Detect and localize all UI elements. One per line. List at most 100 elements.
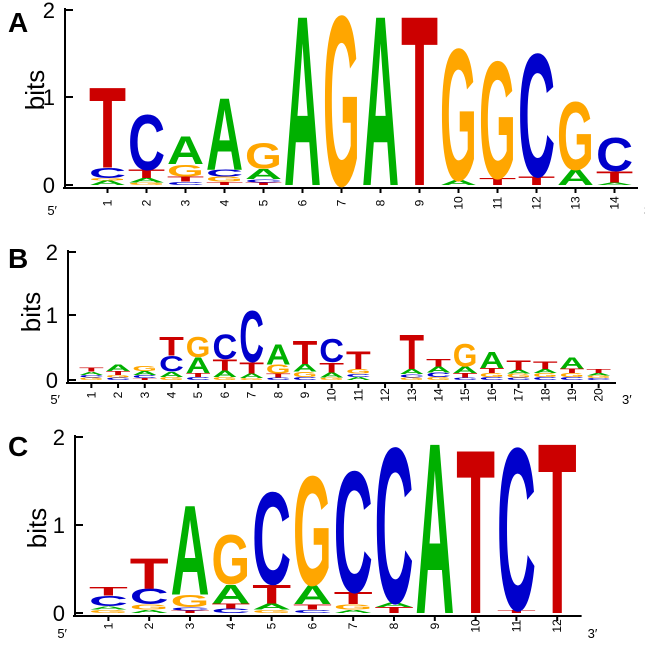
logo-letter-G: G bbox=[130, 603, 169, 611]
position-label: 17 bbox=[512, 388, 526, 402]
three-prime-label: 3′ bbox=[622, 392, 632, 407]
logo-letter-A: A bbox=[533, 368, 558, 374]
logo-letter-G: G bbox=[266, 363, 291, 377]
logo-letter-G: G bbox=[79, 377, 104, 381]
position-label: 15 bbox=[458, 388, 472, 402]
position-label: 12 bbox=[378, 388, 392, 402]
logo-letter-A: A bbox=[79, 371, 104, 376]
logo-letter-G: G bbox=[213, 376, 238, 381]
y-axis-label: bits bbox=[22, 508, 52, 548]
logo-letter-T: T bbox=[560, 368, 585, 375]
logo-letter-T: T bbox=[399, 324, 424, 380]
y-tick-label: 2 bbox=[46, 240, 58, 265]
logo-panel-A: Abits0125′3′1AGCT2GATC3CTGA4TGCA5TCAG6A7… bbox=[8, 0, 645, 238]
logo-letter-T: T bbox=[171, 610, 211, 614]
position-label: 9 bbox=[428, 622, 442, 629]
logo-letter-A: A bbox=[252, 602, 291, 612]
y-tick-label: 0 bbox=[43, 173, 55, 198]
logo-letter-T: T bbox=[497, 609, 536, 615]
logo-letter-T: T bbox=[506, 358, 531, 373]
logo-letter-T: T bbox=[346, 348, 371, 375]
logo-letter-C: C bbox=[130, 584, 169, 609]
logo-letter-G: G bbox=[128, 182, 165, 186]
logo-letter-G: G bbox=[89, 177, 126, 181]
logo-letter-C: C bbox=[186, 376, 211, 381]
logo-letter-T: T bbox=[586, 368, 611, 374]
logo-letter-A: A bbox=[426, 365, 451, 374]
five-prime-label: 5′ bbox=[50, 392, 60, 407]
position-label: 6 bbox=[305, 622, 319, 629]
logo-letter-C: C bbox=[128, 99, 165, 187]
logo-letter-G: G bbox=[206, 175, 243, 183]
logo-letter-T: T bbox=[266, 373, 291, 379]
logo-letter-A: A bbox=[560, 354, 585, 372]
logo-letter-C: C bbox=[506, 377, 531, 381]
logo-letter-T: T bbox=[453, 372, 478, 379]
logo-letter-G: G bbox=[323, 0, 360, 238]
logo-letter-C: C bbox=[159, 352, 184, 377]
logo-letter-T: T bbox=[186, 372, 211, 378]
y-tick-label: 1 bbox=[46, 303, 58, 328]
logo-letter-A: A bbox=[239, 373, 264, 380]
position-label: 5 bbox=[191, 391, 205, 398]
logo-letter-C: C bbox=[586, 378, 611, 381]
logo-letter-G: G bbox=[399, 377, 424, 381]
logo-letter-T: T bbox=[480, 367, 505, 375]
logo-letter-G: G bbox=[245, 136, 282, 177]
logo-letter-A: A bbox=[506, 369, 531, 375]
logo-letter-A: A bbox=[128, 177, 165, 184]
three-prime-label: 3′ bbox=[588, 626, 598, 641]
logo-letter-C: C bbox=[167, 181, 204, 186]
logo-letter-A: A bbox=[245, 166, 282, 182]
position-label: 2 bbox=[140, 199, 154, 206]
position-label: 14 bbox=[431, 388, 445, 402]
y-tick-label: 2 bbox=[43, 0, 55, 23]
logo-letter-A: A bbox=[362, 0, 399, 238]
position-label: 12 bbox=[550, 619, 564, 633]
logo-letter-C: C bbox=[334, 437, 373, 630]
logo-letter-G: G bbox=[533, 372, 558, 378]
logo-letter-C: C bbox=[497, 399, 536, 649]
logo-letter-G: G bbox=[132, 365, 157, 373]
logo-letter-A: A bbox=[293, 362, 318, 374]
position-label: 14 bbox=[608, 196, 622, 210]
position-label: 18 bbox=[538, 388, 552, 402]
y-tick-label: 0 bbox=[46, 368, 58, 393]
logo-letter-T: T bbox=[206, 181, 243, 186]
logo-letter-G: G bbox=[560, 372, 585, 378]
position-label: 7 bbox=[245, 391, 259, 398]
position-label: 12 bbox=[530, 196, 544, 210]
logo-letter-C: C bbox=[89, 165, 126, 181]
logo-letter-C: C bbox=[375, 402, 414, 649]
logo-letter-C: C bbox=[171, 606, 210, 611]
logo-letter-A: A bbox=[211, 579, 250, 609]
logo-letter-C: C bbox=[79, 374, 104, 378]
position-label: 1 bbox=[101, 622, 115, 629]
logo-letter-C: C bbox=[206, 168, 243, 179]
logo-letter-C: C bbox=[596, 127, 633, 181]
position-label: 3 bbox=[183, 622, 197, 629]
logo-letter-C: C bbox=[426, 371, 451, 378]
logo-letter-G: G bbox=[506, 373, 531, 379]
logo-letter-A: A bbox=[284, 0, 321, 238]
logo-letter-A: A bbox=[586, 372, 611, 376]
five-prime-label: 5′ bbox=[57, 626, 67, 641]
logo-letter-T: T bbox=[479, 176, 517, 187]
logo-letter-G: G bbox=[334, 603, 373, 611]
logo-letter-T: T bbox=[79, 367, 104, 373]
logo-letter-G: G bbox=[89, 609, 128, 614]
position-label: 13 bbox=[569, 196, 583, 210]
y-tick-label: 0 bbox=[53, 601, 65, 626]
logo-letter-C: C bbox=[211, 608, 250, 615]
logo-letter-G: G bbox=[186, 332, 211, 363]
logo-letter-G: G bbox=[440, 11, 477, 221]
logo-letter-A: A bbox=[557, 166, 594, 190]
position-label: 2 bbox=[111, 391, 125, 398]
logo-letter-G: G bbox=[211, 520, 250, 599]
position-label: 5 bbox=[265, 622, 279, 629]
logo-letter-T: T bbox=[213, 356, 238, 374]
logo-letter-A: A bbox=[596, 182, 633, 186]
logo-letter-A: A bbox=[480, 348, 505, 373]
